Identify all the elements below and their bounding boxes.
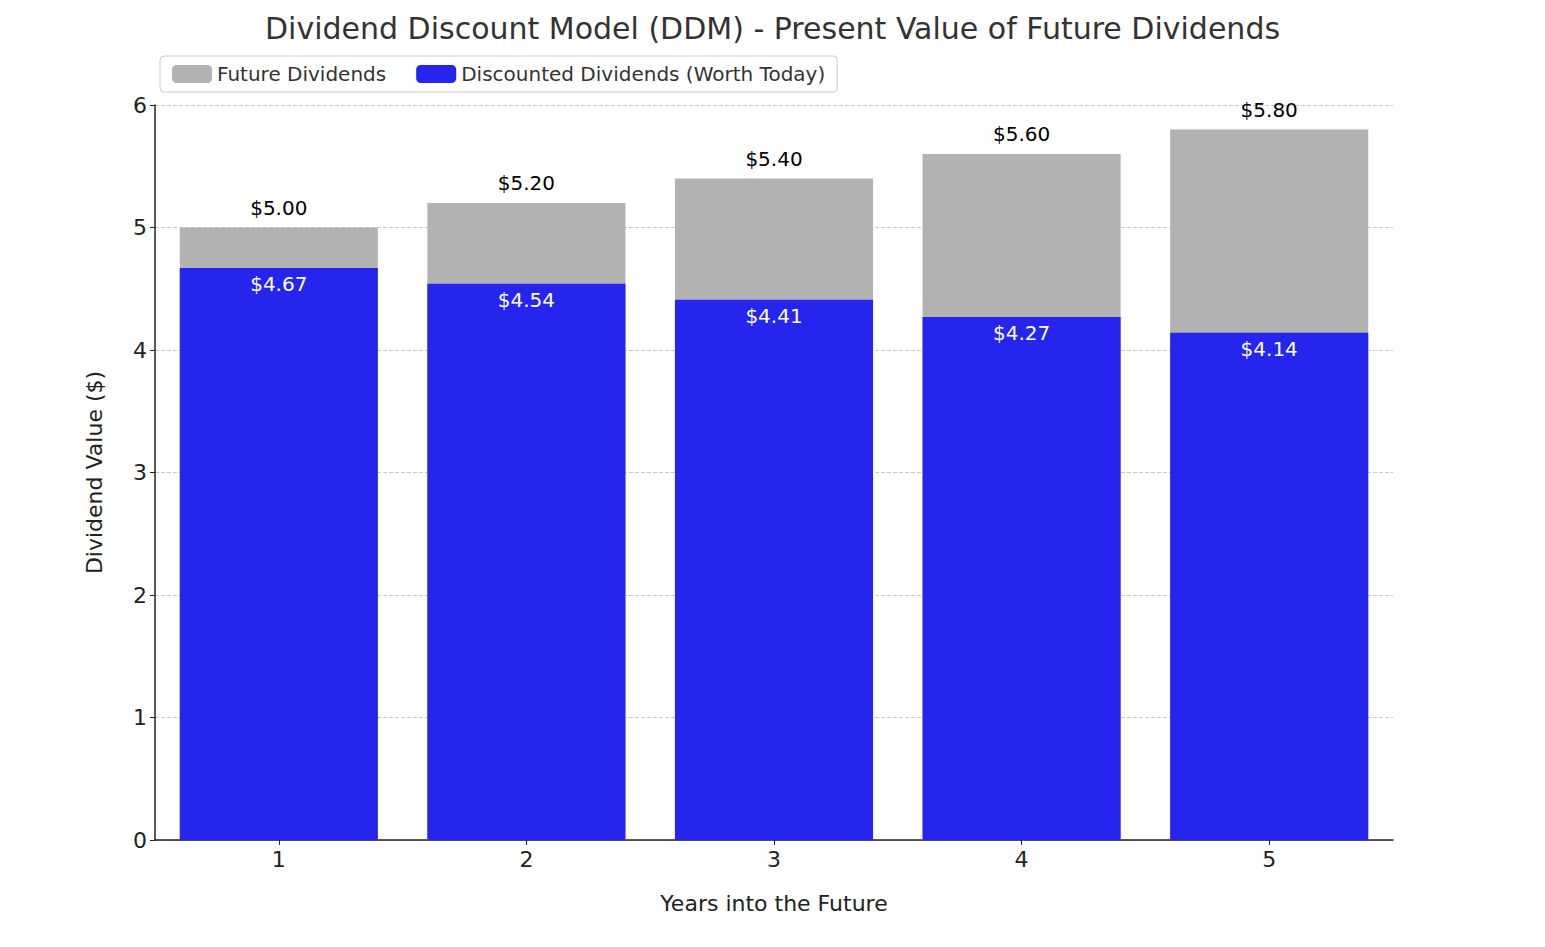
svg-text:Years into the Future: Years into the Future <box>659 891 887 916</box>
svg-text:Discounted Dividends (Worth To: Discounted Dividends (Worth Today) <box>461 62 825 86</box>
svg-text:3: 3 <box>767 847 781 872</box>
svg-text:$5.40: $5.40 <box>745 147 802 171</box>
svg-text:2: 2 <box>133 583 147 608</box>
svg-text:$5.80: $5.80 <box>1241 98 1298 122</box>
svg-text:$5.20: $5.20 <box>498 171 555 195</box>
svg-text:$5.60: $5.60 <box>993 122 1050 146</box>
svg-text:Dividend Discount Model (DDM): Dividend Discount Model (DDM) - Present … <box>265 11 1280 46</box>
svg-text:$4.27: $4.27 <box>993 321 1050 345</box>
svg-text:6: 6 <box>133 93 147 118</box>
svg-text:4: 4 <box>1015 847 1029 872</box>
svg-text:$5.00: $5.00 <box>250 196 307 220</box>
svg-text:1: 1 <box>272 847 286 872</box>
svg-text:5: 5 <box>133 215 147 240</box>
svg-text:$4.54: $4.54 <box>498 288 555 312</box>
svg-text:$4.41: $4.41 <box>745 304 802 328</box>
svg-text:Dividend Value ($): Dividend Value ($) <box>82 371 107 574</box>
svg-text:2: 2 <box>519 847 533 872</box>
svg-text:0: 0 <box>133 828 147 853</box>
svg-text:3: 3 <box>133 460 147 485</box>
svg-text:Future Dividends: Future Dividends <box>217 62 386 86</box>
svg-text:$4.67: $4.67 <box>250 272 307 296</box>
svg-text:5: 5 <box>1262 847 1276 872</box>
svg-text:4: 4 <box>133 338 147 363</box>
svg-text:$4.14: $4.14 <box>1241 337 1298 361</box>
svg-text:1: 1 <box>133 705 147 730</box>
